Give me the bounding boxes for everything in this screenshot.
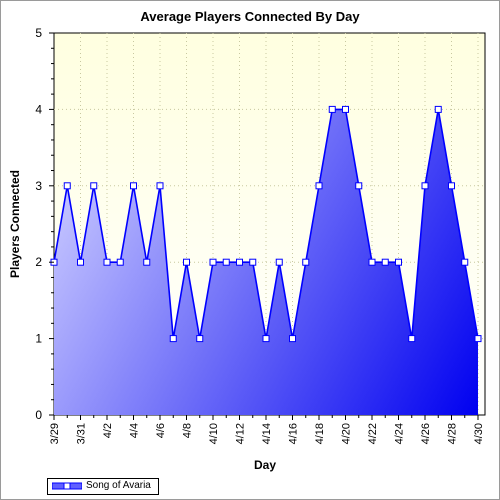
y-tick-label: 3 — [35, 179, 42, 193]
data-point — [116, 258, 124, 266]
x-tick-label: 4/10 — [208, 423, 220, 444]
data-point — [222, 258, 230, 266]
data-point — [90, 182, 98, 190]
data-point — [421, 182, 429, 190]
data-point — [183, 258, 190, 266]
data-point — [315, 182, 323, 190]
chart-title: Average Players Connected By Day — [140, 9, 360, 24]
data-point — [448, 182, 455, 190]
x-tick-label: 3/29 — [49, 423, 61, 444]
data-point — [395, 258, 402, 266]
data-point — [63, 182, 71, 190]
data-point — [328, 105, 336, 113]
x-tick-label: 4/20 — [341, 423, 353, 444]
x-tick-label: 4/2 — [102, 423, 114, 438]
x-tick-label: 4/30 — [473, 423, 485, 444]
data-point — [249, 258, 257, 266]
data-point — [302, 258, 310, 266]
data-point — [381, 258, 389, 266]
x-tick-label: 4/22 — [367, 423, 379, 444]
legend: Song of Avaria — [47, 478, 159, 495]
data-point — [209, 258, 217, 266]
data-point — [408, 335, 416, 343]
data-point — [289, 335, 296, 343]
data-point — [236, 258, 243, 266]
x-tick-label: 4/24 — [394, 423, 406, 444]
x-tick-label: 4/26 — [420, 423, 432, 444]
x-tick-label: 3/31 — [76, 423, 88, 444]
x-tick-label: 4/18 — [314, 423, 326, 444]
x-axis-label: Day — [253, 458, 276, 472]
y-axis-label: Players Connected — [8, 169, 22, 279]
legend-entry-label: Song of Avaria — [86, 480, 151, 491]
data-point — [368, 258, 376, 266]
data-point — [156, 182, 164, 190]
data-point — [130, 182, 137, 190]
data-point — [275, 258, 283, 266]
x-tick-label: 4/8 — [182, 423, 194, 438]
data-point — [196, 335, 204, 343]
y-tick-label: 1 — [35, 332, 42, 346]
y-tick-label: 2 — [35, 255, 42, 269]
data-point — [355, 182, 363, 190]
y-tick-label: 5 — [35, 26, 42, 40]
data-point — [77, 258, 84, 266]
x-tick-label: 4/28 — [447, 423, 459, 444]
data-point — [262, 335, 270, 343]
data-point — [169, 335, 177, 343]
x-tick-label: 4/4 — [129, 423, 141, 438]
y-axis: 0 1 2 3 4 5 — [35, 26, 54, 422]
y-tick-label: 0 — [35, 408, 42, 422]
x-tick-label: 4/14 — [261, 423, 273, 444]
x-tick-label: 4/6 — [155, 423, 167, 438]
data-point — [474, 335, 482, 343]
data-point — [461, 258, 469, 266]
legend-swatch — [52, 482, 82, 490]
x-tick-label: 4/12 — [235, 423, 247, 444]
x-tick-label: 4/16 — [288, 423, 300, 444]
data-point — [103, 258, 111, 266]
data-point — [434, 105, 442, 113]
y-tick-label: 4 — [35, 102, 42, 116]
data-point — [342, 105, 349, 113]
data-point — [143, 258, 151, 266]
x-axis: 3/29 3/31 4/2 4/4 4/6 4/8 4/10 4/12 4/14 4/16 4/18… — [49, 415, 485, 444]
